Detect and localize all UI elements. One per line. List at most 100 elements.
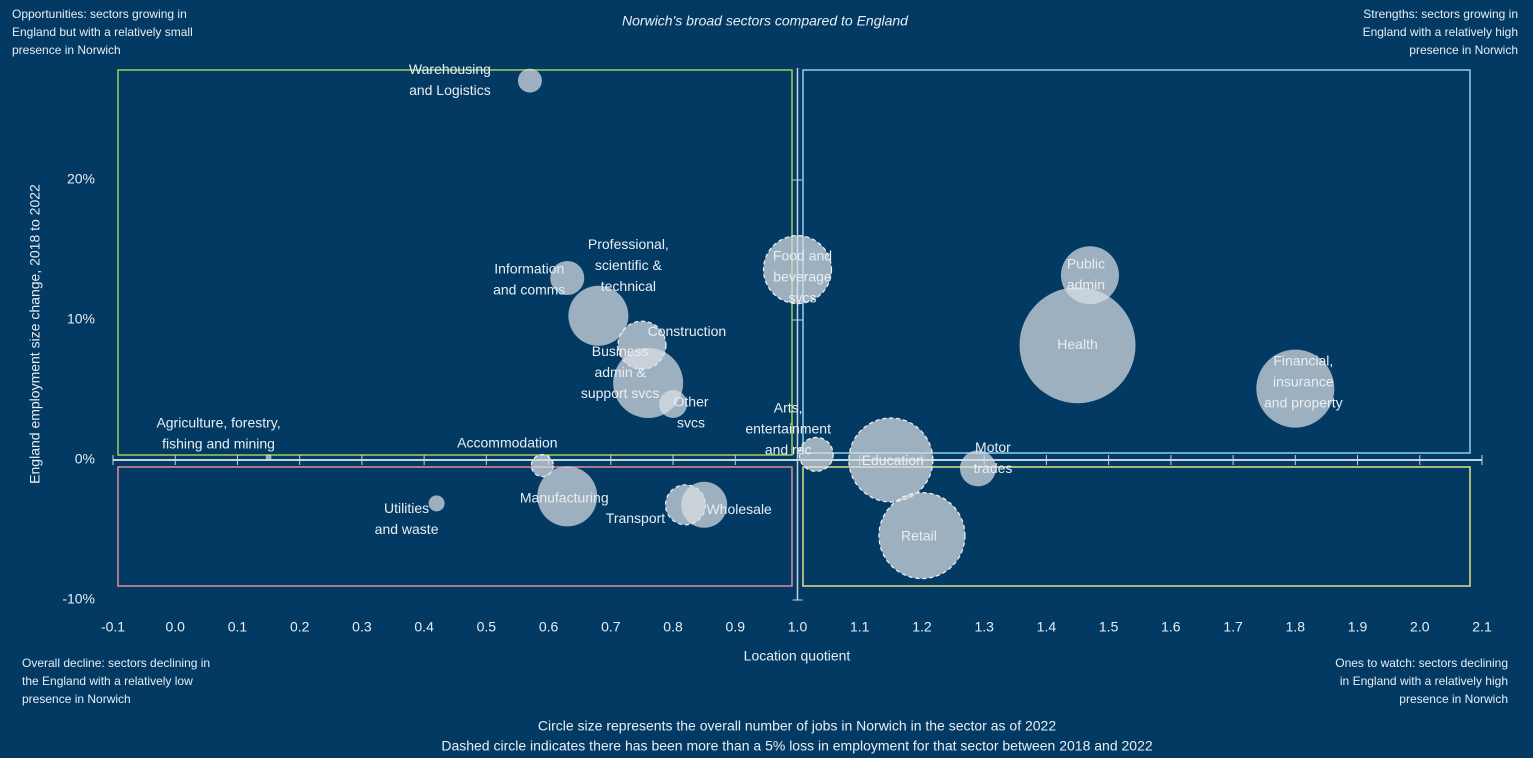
quadrant-note: England with a relatively high — [1363, 25, 1518, 39]
bubble-label-line: Health — [1057, 336, 1097, 352]
bubble-label: Food and beverage svcs — [773, 247, 832, 305]
bubble-label-line: Arts, — [774, 399, 803, 415]
bubble-label: Manufacturing — [520, 489, 609, 505]
bubble-label-line: and rec — [765, 441, 812, 457]
bubble-label-line: Education — [862, 452, 924, 468]
bubble — [659, 390, 688, 418]
bubble-label: Wholesale — [706, 501, 772, 517]
x-tick-label: 2.1 — [1472, 619, 1492, 635]
bubble — [1256, 349, 1335, 428]
bubble-label: Agriculture, forestry, fishing and mining — [156, 414, 280, 451]
bubble-label-line: and comms — [493, 281, 565, 297]
bubble-label-line: trades — [973, 460, 1012, 476]
x-tick-label: 1.2 — [912, 619, 932, 635]
bubble-label: Utilities and waste — [375, 500, 439, 537]
bubble — [959, 450, 996, 487]
bubble-label: Warehousing and Logistics — [409, 61, 491, 98]
x-tick-label: 0.4 — [414, 619, 434, 635]
quadrant-note: presence in Norwich — [1409, 43, 1518, 57]
bubble-label-line: admin & — [594, 364, 646, 380]
quadrant-note: presence in Norwich — [12, 43, 121, 57]
bubble — [530, 454, 554, 478]
x-tick-label: 1.6 — [1161, 619, 1181, 635]
bubble-label-line: Motor — [975, 439, 1011, 455]
x-tick-label: 0.7 — [601, 619, 621, 635]
quadrant-note: the England with a relatively low — [22, 674, 193, 688]
y-tick-label: -10% — [62, 591, 95, 607]
bubble — [537, 466, 598, 527]
bubble-label: Retail — [901, 527, 937, 543]
bubble-label-line: Other — [674, 393, 709, 409]
bubble-label-line: insurance — [1273, 373, 1334, 389]
bubble — [878, 491, 966, 580]
bubble-label-line: svcs — [677, 414, 705, 430]
quadrant-box — [802, 466, 1471, 587]
bubble-label-line: Utilities — [384, 500, 429, 516]
bubble-label-line: support svcs — [581, 385, 660, 401]
bubble-label: Information and comms — [493, 260, 565, 297]
bubble-label: Financial, insurance and property — [1264, 352, 1343, 410]
quadrant-note: presence in Norwich — [1399, 692, 1508, 706]
bubble-label: Public admin — [1067, 255, 1105, 292]
x-tick-label: 1.3 — [974, 619, 994, 635]
quadrant-note: Overall decline: sectors declining in — [22, 656, 210, 670]
bubble — [550, 261, 585, 295]
x-tick-label: 1.0 — [788, 619, 808, 635]
x-tick-label: -0.1 — [101, 619, 125, 635]
bubble-label: Motor trades — [973, 439, 1012, 476]
bubble — [762, 235, 833, 305]
quadrant-note: presence in Norwich — [22, 692, 131, 706]
x-tick-label: 0.2 — [290, 619, 310, 635]
bubble — [681, 481, 728, 528]
y-tick-label: 20% — [67, 171, 95, 187]
x-tick-label: 1.7 — [1223, 619, 1243, 635]
x-tick-label: 1.5 — [1099, 619, 1119, 635]
y-tick-label: 0% — [75, 451, 95, 467]
bubble-label: Accommodation — [457, 434, 557, 450]
quadrant-box — [802, 69, 1471, 454]
bubble — [568, 285, 629, 346]
bubble-label-line: technical — [601, 278, 656, 294]
bubble-label-line: Wholesale — [706, 501, 772, 517]
bubble-label: Education — [862, 452, 924, 468]
bubble-label-line: fishing and mining — [162, 435, 275, 451]
bubble-label-line: Financial, — [1273, 352, 1333, 368]
bubble-label-line: Information — [494, 260, 564, 276]
x-tick-label: 2.0 — [1410, 619, 1430, 635]
bubble — [798, 436, 834, 472]
bubble-label: Professional, scientific & technical — [588, 236, 669, 294]
x-tick-label: 0.3 — [352, 619, 372, 635]
bubble — [517, 68, 542, 93]
quadrant-note: Opportunities: sectors growing in — [12, 7, 187, 21]
x-tick-label: 0.8 — [663, 619, 683, 635]
x-tick-label: 1.9 — [1348, 619, 1368, 635]
chart-title: Norwich's broad sectors compared to Engl… — [622, 13, 909, 29]
bubble-label-line: scientific & — [595, 257, 663, 273]
x-tick-label: 0.1 — [228, 619, 248, 635]
bubble — [428, 495, 445, 512]
quadrant-note: Ones to watch: sectors declining — [1335, 656, 1508, 670]
bubble-label-line: Agriculture, forestry, — [156, 414, 280, 430]
bubble-label-line: Food and — [773, 247, 832, 263]
bubble-label: Construction — [648, 323, 727, 339]
bubble-label: Other svcs — [674, 393, 709, 430]
x-tick-label: 0.5 — [477, 619, 497, 635]
bubble-label-line: beverage — [773, 268, 832, 284]
quadrant-note: in England with a relatively high — [1340, 674, 1508, 688]
bubble-label-line: Construction — [648, 323, 727, 339]
bubble-label-line: Accommodation — [457, 434, 557, 450]
footnote: Circle size represents the overall numbe… — [538, 718, 1056, 734]
quadrant-note: Strengths: sectors growing in — [1363, 7, 1518, 21]
quadrant-note: England but with a relatively small — [12, 25, 193, 39]
x-axis-label: Location quotient — [744, 648, 851, 664]
bubble-label-line: and property — [1264, 394, 1343, 410]
bubble-label: Health — [1057, 336, 1097, 352]
x-tick-label: 0.6 — [539, 619, 559, 635]
x-tick-label: 1.8 — [1286, 619, 1306, 635]
footnote: Dashed circle indicates there has been m… — [441, 738, 1153, 754]
bubble-label-line: entertainment — [745, 420, 831, 436]
bubble-label: Business admin & support svcs — [581, 343, 660, 401]
bubble-label-line: Warehousing — [409, 61, 491, 77]
